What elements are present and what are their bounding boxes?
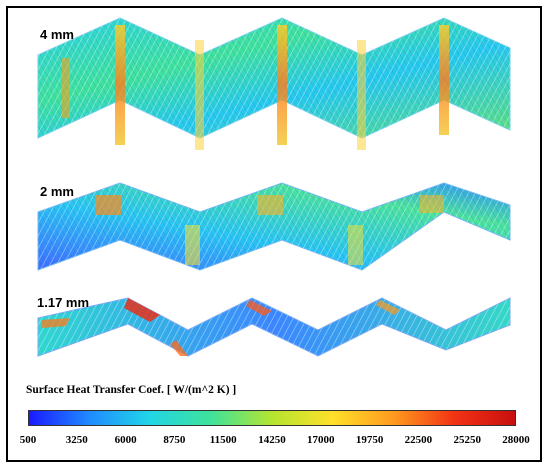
panel-label-2mm: 2 mm	[40, 184, 74, 199]
colorbar-tick-label: 17000	[307, 434, 335, 446]
colorbar-tick-label: 22500	[404, 434, 433, 446]
colorbar-tick-label: 500	[19, 434, 37, 446]
colorbar-tick-label: 28000	[502, 434, 530, 446]
colorbar-tick-label: 19750	[355, 434, 384, 446]
colorbar-tick-label: 8750	[163, 434, 186, 446]
colorbar	[28, 410, 516, 426]
panel-label-1-17mm: 1.17 mm	[37, 295, 90, 310]
colorbar-tick-label: 25250	[453, 434, 481, 446]
panel-label-4mm: 4 mm	[40, 27, 74, 42]
channel-2mm	[37, 182, 511, 271]
channel-1-17mm	[37, 297, 511, 357]
colorbar-title: Surface Heat Transfer Coef. [ W/(m^2 K) …	[26, 384, 237, 396]
colorbar-tick-label: 14250	[258, 434, 286, 446]
colorbar-tick-label: 3250	[65, 434, 88, 446]
channel-4mm	[37, 17, 511, 150]
colorbar-tick-label: 6000	[114, 434, 137, 446]
colorbar-tick-label: 11500	[209, 434, 237, 446]
